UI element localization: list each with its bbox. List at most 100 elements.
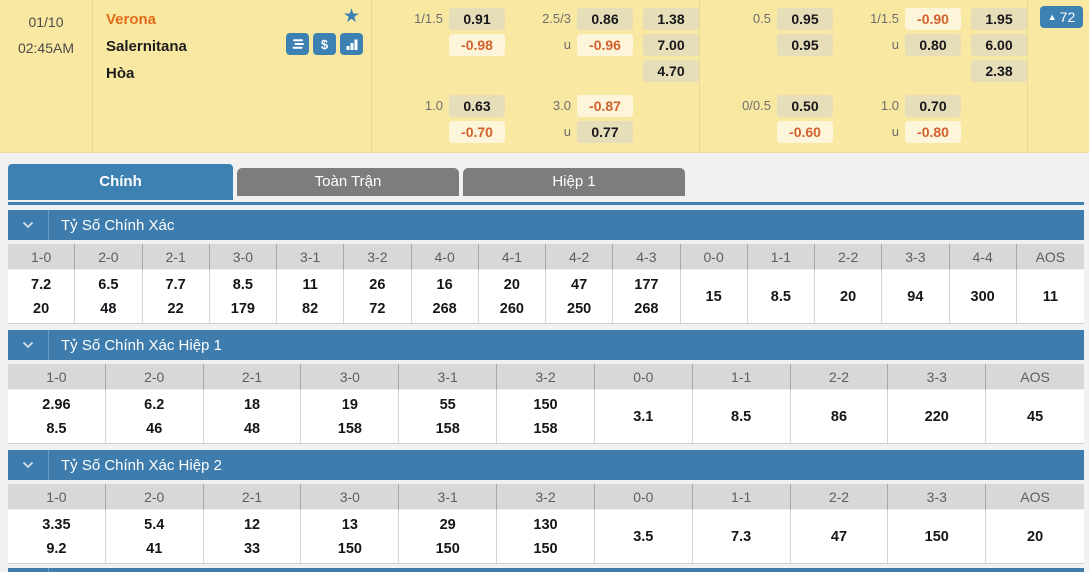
score-odds-cell-3-2[interactable]: 150 158 <box>497 390 595 443</box>
handicap-odds-cell[interactable]: -0.70 <box>449 121 505 143</box>
over-under-odds-cell[interactable]: 0.70 <box>905 95 961 117</box>
score-odds-cell-2-0[interactable]: 6.5 48 <box>75 270 143 323</box>
over-under-odds-cell[interactable]: -0.96 <box>577 34 633 56</box>
score-odds-cell-0-0[interactable]: 3.5 <box>595 510 693 563</box>
chevron-down-icon[interactable] <box>8 568 49 572</box>
odds-cell-column: 0.95 0.95 <box>777 8 833 56</box>
score-odds-cell-2-1[interactable]: 18 48 <box>204 390 302 443</box>
handicap-odds-cell[interactable]: 0.95 <box>777 34 833 56</box>
chevron-down-icon[interactable] <box>8 330 49 360</box>
1x2-odds-cell[interactable]: 6.00 <box>971 34 1027 56</box>
next-section-header[interactable] <box>8 568 1084 572</box>
favorite-star-icon[interactable]: ★ <box>342 6 360 27</box>
odds-value: 12 <box>243 516 261 533</box>
1x2-odds-cell[interactable]: 1.95 <box>971 8 1027 30</box>
score-odds-cell-2-0[interactable]: 6.2 46 <box>106 390 204 443</box>
score-odds-cell-3-1[interactable]: 11 82 <box>277 270 345 323</box>
score-odds-cell-1-0[interactable]: 3.35 9.2 <box>8 510 106 563</box>
odds-value: 177 <box>634 276 659 293</box>
score-header-cell-2-1: 2-1 <box>204 484 302 510</box>
odds-value: 19 <box>341 396 358 413</box>
handicap-odds-cell[interactable]: -0.60 <box>777 121 833 143</box>
over-under-odds-cell[interactable]: 0.86 <box>577 8 633 30</box>
tab-hiep-1[interactable]: Hiệp 1 <box>463 168 685 196</box>
score-odds-cell-3-3[interactable]: 94 <box>882 270 950 323</box>
score-odds-cell-2-0[interactable]: 5.4 41 <box>106 510 204 563</box>
score-odds-cell-3-1[interactable]: 55 158 <box>399 390 498 443</box>
score-odds-cell-2-2[interactable]: 20 <box>815 270 883 323</box>
odds-value: 9.2 <box>46 540 67 557</box>
section-correct-score-half2: Tỷ Số Chính Xác Hiệp 2 1-0 2-0 2-1 3-0 3-1 3-… <box>0 450 1089 564</box>
handicap-odds-cell[interactable]: 0.63 <box>449 95 505 117</box>
over-under-odds-cell[interactable]: -0.90 <box>905 8 961 30</box>
chevron-down-icon[interactable] <box>8 450 49 480</box>
score-odds-cell-1-0[interactable]: 7.2 20 <box>8 270 76 323</box>
score-odds-cell-2-1[interactable]: 12 33 <box>204 510 302 563</box>
over-under-odds-cell[interactable]: 0.80 <box>905 34 961 56</box>
score-odds-cell-4-4[interactable]: 300 <box>950 270 1017 323</box>
over-under-odds-cell[interactable]: -0.80 <box>905 121 961 143</box>
dollar-icon[interactable]: $ <box>313 33 336 55</box>
score-odds-cell-0-0[interactable]: 3.1 <box>595 390 693 443</box>
over-under-odds-cell[interactable]: -0.87 <box>577 95 633 117</box>
score-table-body: 2.96 8.5 6.2 46 18 48 19 158 55 158 150 158 3.1 8.5 86… <box>8 390 1084 444</box>
score-header-cell-4-3: 4-3 <box>613 244 681 270</box>
score-header-cell-1-1: 1-1 <box>693 484 791 510</box>
odds-value: 11 <box>302 276 318 293</box>
score-odds-cell-aos[interactable]: 45 <box>986 390 1084 443</box>
section-header[interactable]: Tỷ Số Chính Xác Hiệp 1 <box>8 330 1084 360</box>
handicap-label: 1.0 <box>424 98 443 113</box>
score-odds-cell-4-1[interactable]: 20 260 <box>479 270 546 323</box>
score-header-cell-3-3: 3-3 <box>888 484 987 510</box>
home-team-name[interactable]: Verona <box>106 11 157 28</box>
score-odds-cell-1-1[interactable]: 8.5 <box>693 390 791 443</box>
score-odds-cell-3-0[interactable]: 13 150 <box>301 510 400 563</box>
odds-value: 33 <box>243 540 261 557</box>
tab-underline <box>8 202 1084 205</box>
handicap-odds-cell[interactable]: 0.50 <box>777 95 833 117</box>
1x2-odds-cell[interactable]: 2.38 <box>971 60 1027 82</box>
handicap-odds-cell[interactable]: -0.98 <box>449 34 505 56</box>
score-odds-cell-1-1[interactable]: 7.3 <box>693 510 791 563</box>
1x2-odds-cell[interactable]: 7.00 <box>643 34 699 56</box>
score-odds-cell-3-3[interactable]: 220 <box>888 390 987 443</box>
score-odds-cell-3-1[interactable]: 29 150 <box>399 510 498 563</box>
score-odds-cell-aos[interactable]: 11 <box>1017 270 1084 323</box>
score-odds-cell-2-1[interactable]: 7.7 22 <box>143 270 210 323</box>
1x2-odds-cell[interactable]: 1.38 <box>643 8 699 30</box>
more-odds-badge[interactable]: ▲ 72 <box>1039 6 1084 28</box>
score-odds-cell-2-2[interactable]: 47 <box>791 510 889 563</box>
chevron-down-icon[interactable] <box>8 210 49 240</box>
handicap-odds-cell[interactable]: 0.95 <box>777 8 833 30</box>
handicap-odds-cell[interactable]: 0.91 <box>449 8 505 30</box>
score-odds-cell-3-2[interactable]: 130 150 <box>497 510 595 563</box>
score-odds-cell-aos[interactable]: 20 <box>986 510 1084 563</box>
score-header-cell-1-0: 1-0 <box>8 364 106 390</box>
score-odds-cell-1-1[interactable]: 8.5 <box>748 270 815 323</box>
bar-chart-icon[interactable] <box>340 33 363 55</box>
section-header[interactable]: Tỷ Số Chính Xác <box>8 210 1084 240</box>
score-odds-cell-3-0[interactable]: 19 158 <box>301 390 400 443</box>
score-odds-cell-2-2[interactable]: 86 <box>791 390 889 443</box>
1x2-odds-cell[interactable]: 4.70 <box>643 60 699 82</box>
score-odds-cell-3-0[interactable]: 8.5 179 <box>210 270 277 323</box>
score-odds-cell-4-2[interactable]: 47 250 <box>546 270 614 323</box>
score-odds-cell-0-0[interactable]: 15 <box>681 270 748 323</box>
odds-cell-column: 0.50 -0.60 <box>777 95 833 143</box>
section-header[interactable]: Tỷ Số Chính Xác Hiệp 2 <box>8 450 1084 480</box>
odds-value: 94 <box>907 288 924 305</box>
away-team-name[interactable]: Salernitana <box>106 38 187 55</box>
odds-cell-column: -0.90 0.80 <box>905 8 961 56</box>
tab-toan-tran[interactable]: Toàn Trận <box>237 168 459 196</box>
score-odds-cell-3-3[interactable]: 150 <box>888 510 987 563</box>
odds-value: 26 <box>369 276 386 293</box>
odds-value: 47 <box>830 528 848 545</box>
score-odds-cell-4-3[interactable]: 177 268 <box>613 270 681 323</box>
score-odds-cell-4-0[interactable]: 16 268 <box>412 270 479 323</box>
tab-chinh[interactable]: Chính <box>8 164 233 200</box>
stack-icon-glyph <box>292 39 304 49</box>
score-odds-cell-3-2[interactable]: 26 72 <box>344 270 412 323</box>
stack-icon[interactable] <box>286 33 309 55</box>
score-odds-cell-1-0[interactable]: 2.96 8.5 <box>8 390 106 443</box>
over-under-odds-cell[interactable]: 0.77 <box>577 121 633 143</box>
